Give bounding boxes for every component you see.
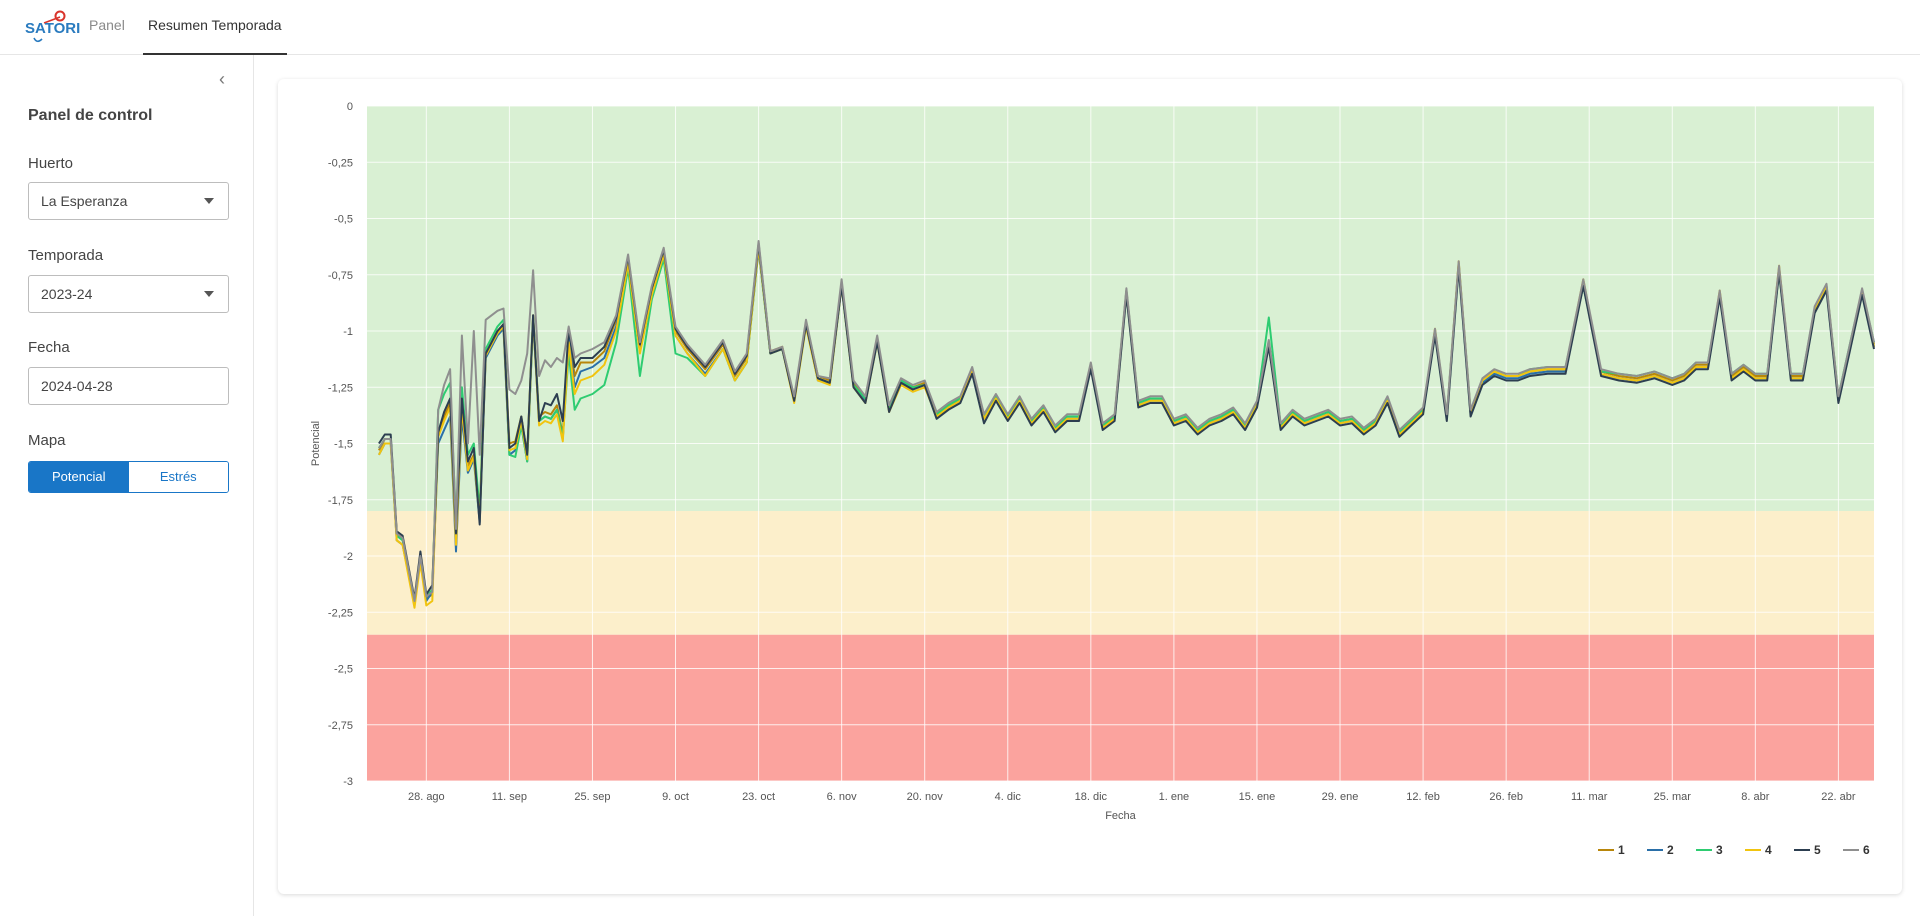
caret-down-icon (204, 291, 214, 297)
caret-down-icon (204, 198, 214, 204)
x-tick-label: 28. ago (408, 791, 445, 803)
fecha-label: Fecha (28, 339, 70, 356)
x-tick-label: 8. abr (1741, 791, 1769, 803)
huerto-select-value: La Esperanza (41, 193, 128, 209)
y-tick-label: 0 (347, 101, 353, 113)
y-tick-label: -0,25 (328, 157, 353, 169)
mapa-toggle: Potencial Estrés (28, 461, 229, 493)
zone-band-1 (367, 511, 1874, 635)
fecha-input[interactable]: 2024-04-28 (28, 367, 229, 405)
x-tick-label: 26. feb (1489, 791, 1523, 803)
y-axis-title: Potencial (310, 421, 322, 466)
x-tick-label: 29. ene (1322, 791, 1359, 803)
y-tick-label: -1,5 (334, 439, 353, 451)
x-tick-label: 1. ene (1159, 791, 1190, 803)
temporada-select[interactable]: 2023-24 (28, 275, 229, 313)
x-tick-label: 18. dic (1075, 791, 1108, 803)
toggle-potencial[interactable]: Potencial (29, 462, 129, 492)
y-tick-label: -2 (343, 551, 353, 563)
series-line-6 (378, 240, 1875, 602)
zone-band-0 (367, 106, 1874, 511)
x-tick-label: 15. ene (1239, 791, 1276, 803)
y-tick-label: -0,5 (334, 214, 353, 226)
legend-label-4: 4 (1765, 843, 1772, 857)
legend-label-3: 3 (1716, 843, 1723, 857)
x-tick-label: 12. feb (1406, 791, 1440, 803)
huerto-label: Huerto (28, 155, 74, 172)
logo-text: SATORI (25, 20, 81, 37)
y-tick-label: -1,25 (328, 382, 353, 394)
control-panel-sidebar: ‹ Panel de control Huerto La Esperanza T… (0, 55, 254, 916)
x-tick-label: 20. nov (907, 791, 944, 803)
legend-label-1: 1 (1618, 843, 1625, 857)
x-tick-label: 22. abr (1821, 791, 1856, 803)
tab-resumen-temporada[interactable]: Resumen Temporada (143, 0, 287, 55)
x-axis-title: Fecha (1105, 810, 1136, 822)
toggle-estres[interactable]: Estrés (128, 462, 228, 492)
y-tick-label: -3 (343, 776, 353, 788)
sidebar-title: Panel de control (28, 107, 153, 124)
x-tick-label: 9. oct (662, 791, 689, 803)
potencial-chart: 0 -0,25 -0,5 -0,75 -1 -1,25 -1,5 -1,75 -2 -2,25 -2… (310, 101, 1875, 857)
x-tick-label: 6. nov (827, 791, 857, 803)
x-tick-label: 4. dic (995, 791, 1022, 803)
mapa-label: Mapa (28, 432, 66, 449)
x-tick-label: 23. oct (742, 791, 775, 803)
legend-label-6: 6 (1863, 843, 1870, 857)
temporada-select-value: 2023-24 (41, 286, 93, 302)
y-tick-label: -2,25 (328, 607, 353, 619)
satori-logo[interactable]: SATORI (24, 10, 80, 44)
chevron-left-icon[interactable]: ‹ (219, 69, 225, 89)
huerto-select[interactable]: La Esperanza (28, 182, 229, 220)
x-tick-label: 25. mar (1654, 791, 1692, 803)
temporada-label: Temporada (28, 247, 104, 264)
x-tick-label: 11. mar (1571, 791, 1608, 803)
x-tick-label: 25. sep (574, 791, 610, 803)
series-line-5 (378, 242, 1875, 600)
y-tick-label: -2,75 (328, 720, 353, 732)
legend-label-5: 5 (1814, 843, 1821, 857)
y-tick-label: -1 (343, 326, 353, 338)
chart-card: 0 -0,25 -0,5 -0,75 -1 -1,25 -1,5 -1,75 -2 -2,25 -2… (278, 79, 1902, 894)
x-tick-label: 11. sep (492, 791, 527, 803)
legend-label-2: 2 (1667, 843, 1674, 857)
top-navbar: SATORI Panel Resumen Temporada (0, 0, 1920, 55)
tab-panel[interactable]: Panel (89, 17, 125, 33)
zone-band-2 (367, 634, 1874, 781)
y-tick-label: -0,75 (328, 270, 353, 282)
fecha-input-value: 2024-04-28 (41, 378, 113, 394)
y-tick-label: -1,75 (328, 495, 353, 507)
y-tick-label: -2,5 (334, 664, 353, 676)
